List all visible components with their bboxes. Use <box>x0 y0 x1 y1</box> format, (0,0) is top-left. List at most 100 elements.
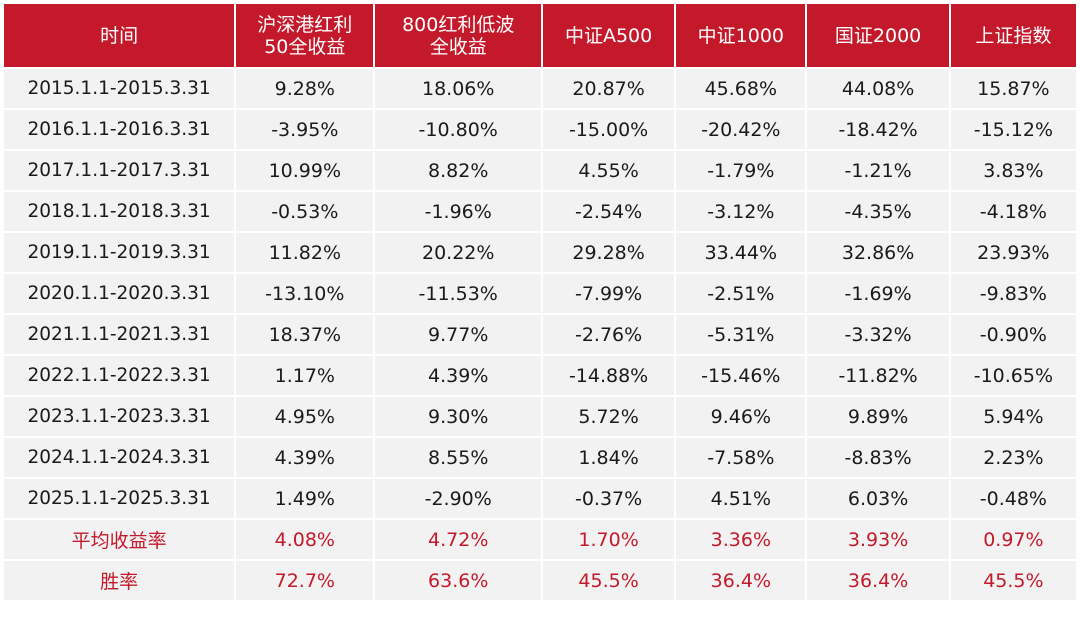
period-cell: 2019.1.1-2019.3.31 <box>4 233 235 272</box>
value-cell: -15.12% <box>950 110 1076 149</box>
column-header-line: 沪深港红利 <box>257 13 353 36</box>
table-row: 2017.1.1-2017.3.31 10.99% 8.82% 4.55% -1.79%… <box>4 151 1076 190</box>
value-cell: 4.39% <box>236 438 374 477</box>
value-cell: -13.10% <box>236 274 374 313</box>
period-cell: 2015.1.1-2015.3.31 <box>4 69 235 108</box>
table-row: 2020.1.1-2020.3.31 -13.10% -11.53% -7.99% -2… <box>4 274 1076 313</box>
value-cell: 18.06% <box>375 69 541 108</box>
value-cell: 6.03% <box>807 479 949 518</box>
value-cell: -3.12% <box>676 192 806 231</box>
column-header-line: 全收益 <box>429 35 487 58</box>
value-cell: 36.4% <box>807 561 949 600</box>
value-cell: 18.37% <box>236 315 374 354</box>
column-header-line: 800红利低波 <box>402 13 515 36</box>
value-cell: -7.99% <box>542 274 675 313</box>
value-cell: -1.21% <box>807 151 949 190</box>
period-cell: 2021.1.1-2021.3.31 <box>4 315 235 354</box>
value-cell: -2.51% <box>676 274 806 313</box>
table-body: 2015.1.1-2015.3.31 9.28% 18.06% 20.87% 45.68… <box>4 69 1076 600</box>
column-header: 沪深港红利 50全收益 <box>236 4 374 67</box>
value-cell: 4.39% <box>375 356 541 395</box>
summary-row: 平均收益率 4.08% 4.72% 1.70% 3.36% 3.93% 0.97% <box>4 520 1076 559</box>
value-cell: 4.51% <box>676 479 806 518</box>
value-cell: -8.83% <box>807 438 949 477</box>
value-cell: -15.00% <box>542 110 675 149</box>
value-cell: 0.97% <box>950 520 1076 559</box>
summary-label: 胜率 <box>4 561 235 600</box>
period-cell: 2022.1.1-2022.3.31 <box>4 356 235 395</box>
value-cell: 1.49% <box>236 479 374 518</box>
table-row: 2015.1.1-2015.3.31 9.28% 18.06% 20.87% 45.68… <box>4 69 1076 108</box>
value-cell: 1.84% <box>542 438 675 477</box>
value-cell: -20.42% <box>676 110 806 149</box>
value-cell: -2.76% <box>542 315 675 354</box>
value-cell: 1.70% <box>542 520 675 559</box>
summary-label: 平均收益率 <box>4 520 235 559</box>
table-row: 2018.1.1-2018.3.31 -0.53% -1.96% -2.54% -3.1… <box>4 192 1076 231</box>
header-row: 时间 沪深港红利 50全收益 800红利低波 全收益 中证A500 中证1000 国证2000… <box>4 4 1076 67</box>
value-cell: 11.82% <box>236 233 374 272</box>
value-cell: -1.79% <box>676 151 806 190</box>
value-cell: 3.93% <box>807 520 949 559</box>
value-cell: 33.44% <box>676 233 806 272</box>
column-header: 中证1000 <box>676 4 806 67</box>
value-cell: 9.30% <box>375 397 541 436</box>
value-cell: -18.42% <box>807 110 949 149</box>
column-header: 800红利低波 全收益 <box>375 4 541 67</box>
value-cell: 1.17% <box>236 356 374 395</box>
column-header-line: 上证指数 <box>975 24 1052 47</box>
value-cell: 3.83% <box>950 151 1076 190</box>
period-cell: 2023.1.1-2023.3.31 <box>4 397 235 436</box>
value-cell: 63.6% <box>375 561 541 600</box>
value-cell: 8.82% <box>375 151 541 190</box>
value-cell: 32.86% <box>807 233 949 272</box>
table-row: 2016.1.1-2016.3.31 -3.95% -10.80% -15.00% -2… <box>4 110 1076 149</box>
value-cell: 20.22% <box>375 233 541 272</box>
period-cell: 2016.1.1-2016.3.31 <box>4 110 235 149</box>
value-cell: -2.90% <box>375 479 541 518</box>
value-cell: 44.08% <box>807 69 949 108</box>
value-cell: -4.35% <box>807 192 949 231</box>
value-cell: -14.88% <box>542 356 675 395</box>
value-cell: -0.53% <box>236 192 374 231</box>
value-cell: 8.55% <box>375 438 541 477</box>
value-cell: 23.93% <box>950 233 1076 272</box>
period-cell: 2025.1.1-2025.3.31 <box>4 479 235 518</box>
value-cell: -11.53% <box>375 274 541 313</box>
table-row: 2024.1.1-2024.3.31 4.39% 8.55% 1.84% -7.58% -… <box>4 438 1076 477</box>
value-cell: 4.95% <box>236 397 374 436</box>
value-cell: -4.18% <box>950 192 1076 231</box>
table-row: 2019.1.1-2019.3.31 11.82% 20.22% 29.28% 33.4… <box>4 233 1076 272</box>
table-row: 2021.1.1-2021.3.31 18.37% 9.77% -2.76% -5.31… <box>4 315 1076 354</box>
table-row: 2022.1.1-2022.3.31 1.17% 4.39% -14.88% -15.4… <box>4 356 1076 395</box>
value-cell: 45.5% <box>542 561 675 600</box>
summary-row: 胜率 72.7% 63.6% 45.5% 36.4% 36.4% 45.5% <box>4 561 1076 600</box>
value-cell: 5.94% <box>950 397 1076 436</box>
value-cell: 36.4% <box>676 561 806 600</box>
value-cell: 4.72% <box>375 520 541 559</box>
period-cell: 2020.1.1-2020.3.31 <box>4 274 235 313</box>
value-cell: 3.36% <box>676 520 806 559</box>
value-cell: 9.46% <box>676 397 806 436</box>
column-header-line: 中证1000 <box>697 24 784 47</box>
value-cell: 10.99% <box>236 151 374 190</box>
value-cell: 20.87% <box>542 69 675 108</box>
value-cell: 5.72% <box>542 397 675 436</box>
column-header-line: 国证2000 <box>834 24 922 47</box>
value-cell: -10.80% <box>375 110 541 149</box>
value-cell: -0.90% <box>950 315 1076 354</box>
period-cell: 2018.1.1-2018.3.31 <box>4 192 235 231</box>
value-cell: -1.96% <box>375 192 541 231</box>
value-cell: -7.58% <box>676 438 806 477</box>
value-cell: 4.08% <box>236 520 374 559</box>
table-row: 2023.1.1-2023.3.31 4.95% 9.30% 5.72% 9.46% 9.… <box>4 397 1076 436</box>
period-cell: 2024.1.1-2024.3.31 <box>4 438 235 477</box>
table-row: 2025.1.1-2025.3.31 1.49% -2.90% -0.37% 4.51%… <box>4 479 1076 518</box>
value-cell: 29.28% <box>542 233 675 272</box>
value-cell: -9.83% <box>950 274 1076 313</box>
value-cell: -3.95% <box>236 110 374 149</box>
column-header-line: 时间 <box>100 24 139 47</box>
value-cell: 72.7% <box>236 561 374 600</box>
value-cell: 2.23% <box>950 438 1076 477</box>
